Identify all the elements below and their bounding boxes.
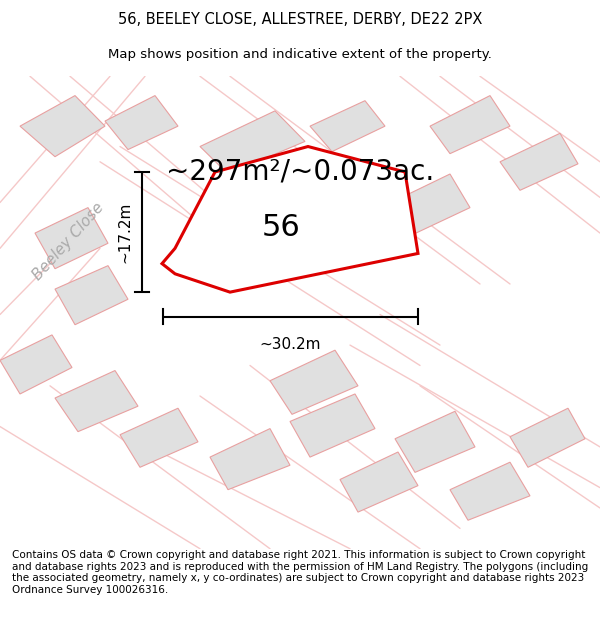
Text: Beeley Close: Beeley Close	[29, 199, 106, 282]
Polygon shape	[270, 350, 358, 414]
Polygon shape	[20, 96, 105, 157]
Polygon shape	[500, 133, 578, 190]
Polygon shape	[430, 96, 510, 154]
Polygon shape	[0, 335, 72, 394]
Text: Contains OS data © Crown copyright and database right 2021. This information is : Contains OS data © Crown copyright and d…	[12, 550, 588, 595]
Polygon shape	[35, 208, 108, 269]
Text: ~30.2m: ~30.2m	[260, 337, 321, 352]
Polygon shape	[162, 146, 418, 292]
Polygon shape	[55, 371, 138, 432]
Polygon shape	[55, 266, 128, 325]
Polygon shape	[225, 215, 320, 286]
Polygon shape	[450, 462, 530, 520]
Text: Map shows position and indicative extent of the property.: Map shows position and indicative extent…	[108, 48, 492, 61]
Polygon shape	[395, 411, 475, 472]
Polygon shape	[510, 408, 585, 468]
Text: 56: 56	[262, 213, 301, 243]
Polygon shape	[370, 174, 470, 245]
Polygon shape	[210, 429, 290, 490]
Text: 56, BEELEY CLOSE, ALLESTREE, DERBY, DE22 2PX: 56, BEELEY CLOSE, ALLESTREE, DERBY, DE22…	[118, 11, 482, 26]
Polygon shape	[310, 101, 385, 152]
Polygon shape	[340, 452, 418, 512]
Polygon shape	[200, 111, 305, 174]
Polygon shape	[105, 96, 178, 149]
Text: ~297m²/~0.073ac.: ~297m²/~0.073ac.	[166, 158, 434, 186]
Polygon shape	[120, 408, 198, 468]
Polygon shape	[290, 394, 375, 457]
Text: ~17.2m: ~17.2m	[117, 201, 132, 262]
